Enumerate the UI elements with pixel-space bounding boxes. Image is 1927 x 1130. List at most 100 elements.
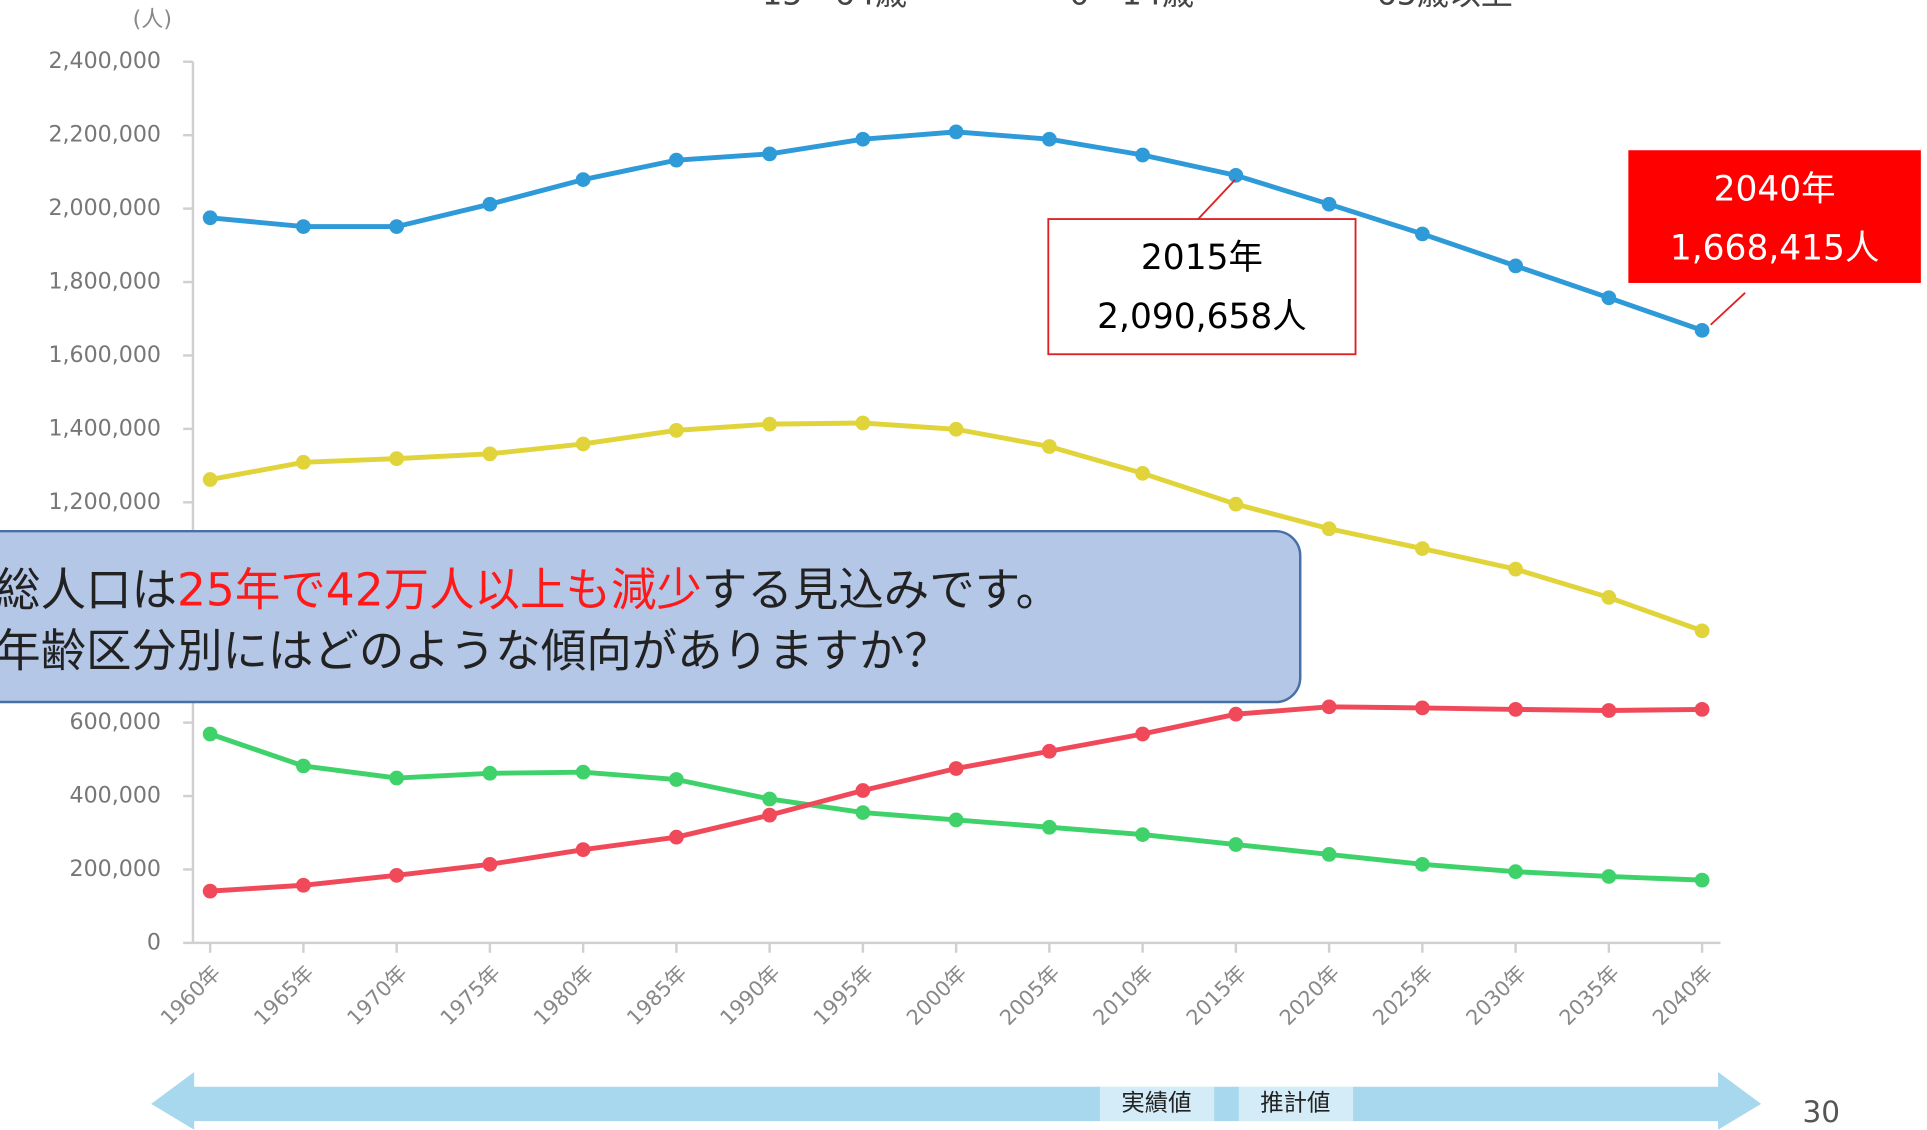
data-point — [1414, 226, 1430, 242]
data-point — [1601, 703, 1617, 718]
data-point — [1508, 702, 1523, 717]
x-tick-label: 1990年 — [715, 961, 784, 1030]
data-point — [1601, 290, 1617, 306]
data-point — [1321, 699, 1337, 715]
x-tick-label: 1960年 — [156, 961, 225, 1030]
annotation-year: 2015年 — [1141, 238, 1263, 278]
data-point — [1135, 465, 1150, 481]
data-point — [669, 422, 684, 438]
y-tick-label: 2,400,000 — [48, 48, 161, 74]
data-point — [1135, 726, 1150, 742]
x-tick-label: 1980年 — [529, 961, 598, 1030]
data-point — [948, 421, 964, 437]
data-point — [482, 856, 498, 872]
data-point — [1228, 837, 1244, 852]
y-tick-label: 400,000 — [70, 783, 161, 809]
data-point — [1508, 258, 1523, 274]
data-point — [669, 772, 684, 787]
data-point — [482, 765, 498, 781]
annotation-value: 2,090,658人 — [1097, 297, 1307, 337]
data-point — [762, 791, 778, 807]
data-point — [296, 219, 311, 234]
data-point — [1321, 196, 1337, 212]
data-point — [1041, 439, 1057, 454]
data-point — [1414, 856, 1430, 872]
data-point — [1414, 700, 1430, 716]
x-tick-label: 2035年 — [1555, 961, 1624, 1030]
data-point — [389, 451, 405, 467]
estimate-label: 推計値 — [1260, 1088, 1330, 1116]
callout-text: 総人口は — [0, 563, 177, 616]
actual-label: 実績値 — [1121, 1088, 1191, 1116]
data-point — [855, 783, 871, 798]
x-tick-label: 2000年 — [902, 961, 971, 1030]
data-point — [1694, 322, 1710, 338]
label-box — [1238, 1086, 1354, 1122]
x-tick-label: 2010年 — [1088, 961, 1157, 1030]
legend-label: 15〜64歳 — [762, 0, 907, 12]
data-point — [1694, 872, 1710, 888]
data-point — [296, 877, 311, 893]
annotation-2015: 2015年 2,090,658人 — [1047, 179, 1357, 356]
data-point — [575, 764, 591, 780]
x-tick-label: 1975年 — [436, 961, 505, 1030]
series-line — [209, 129, 1703, 333]
y-tick-label: 2,200,000 — [48, 122, 161, 148]
timeline-arrow — [151, 1071, 1762, 1130]
data-point — [948, 124, 964, 140]
plot: 0200,000400,000600,000800,0001,000,0001,… — [48, 0, 1717, 1030]
timeline: 実績値 推計値 — [151, 1071, 1762, 1130]
label-box — [1099, 1086, 1215, 1122]
annotation-2040: 2040年 1,668,415人 — [1628, 150, 1921, 326]
y-tick-label: 1,400,000 — [48, 415, 161, 441]
series-line — [209, 704, 1703, 894]
data-point — [1228, 496, 1244, 512]
data-point — [1321, 847, 1337, 862]
data-point — [1135, 827, 1150, 842]
annotation-box — [1628, 150, 1921, 283]
data-point — [1414, 541, 1430, 556]
data-point — [202, 883, 218, 899]
page-number: 30 — [1803, 1095, 1841, 1129]
annotation-box — [1047, 218, 1357, 356]
data-point — [1041, 131, 1057, 147]
data-point — [575, 842, 591, 858]
callout-emphasis: 25年で42万人以上も減少 — [177, 563, 702, 616]
data-point — [1508, 561, 1523, 577]
data-point — [855, 131, 871, 147]
y-tick-label: 200,000 — [70, 856, 161, 882]
x-tick-label: 2020年 — [1275, 961, 1344, 1030]
y-unit: (人) — [133, 6, 172, 32]
callout-line2: 年齢区分別にはどのような傾向がありますか？ — [0, 625, 950, 678]
data-point — [948, 812, 964, 828]
data-point — [1694, 702, 1710, 717]
data-point — [762, 146, 778, 162]
data-point — [575, 436, 591, 452]
data-point — [1041, 819, 1057, 835]
data-point — [762, 807, 778, 823]
data-point — [389, 770, 405, 786]
data-point — [482, 446, 498, 462]
data-point — [202, 472, 218, 487]
series-line — [209, 731, 1703, 883]
data-point — [1601, 869, 1617, 884]
y-tick-label: 1,600,000 — [48, 342, 161, 368]
legend-label: 0〜14歳 — [1069, 0, 1194, 12]
data-point — [1228, 167, 1244, 183]
y-tick-label: 1,800,000 — [48, 269, 161, 295]
x-tick-label: 1970年 — [342, 961, 411, 1030]
data-point — [948, 761, 964, 776]
data-point — [389, 867, 405, 883]
annotation-value: 1,668,415人 — [1670, 228, 1880, 268]
x-tick-label: 1965年 — [249, 961, 318, 1030]
x-tick-label: 2025年 — [1368, 961, 1437, 1030]
data-point — [762, 416, 778, 432]
data-point — [1321, 521, 1337, 537]
data-point — [1228, 706, 1244, 722]
data-point — [296, 454, 311, 470]
callout-line1: 総人口は25年で42万人以上も減少する見込みです。 — [0, 563, 1061, 616]
data-point — [855, 805, 871, 820]
y-tick-label: 1,200,000 — [48, 489, 161, 515]
callout-box — [0, 529, 1302, 704]
